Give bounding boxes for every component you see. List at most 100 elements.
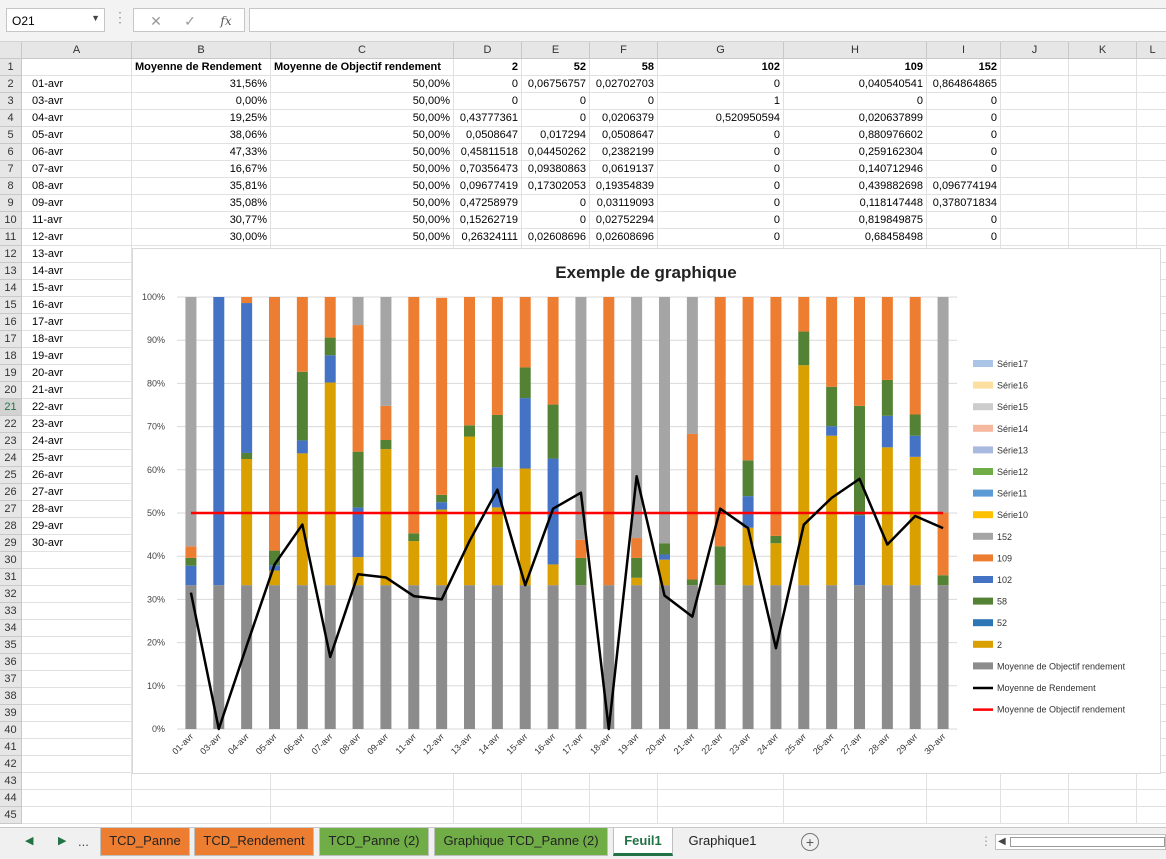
cell[interactable] — [784, 807, 927, 824]
row-header-3[interactable]: 3 — [0, 93, 22, 110]
cell[interactable]: 0,43777361 — [454, 110, 522, 127]
cell[interactable]: 0,0619137 — [590, 161, 658, 178]
row-header-32[interactable]: 32 — [0, 586, 22, 603]
cell[interactable]: 04-avr — [22, 110, 132, 127]
cell[interactable] — [1001, 178, 1069, 195]
column-header-c[interactable]: C — [271, 42, 454, 59]
cell[interactable] — [271, 790, 454, 807]
sheet-tab-tcd-rendement[interactable]: TCD_Rendement — [194, 828, 314, 856]
cell[interactable]: 25-avr — [22, 450, 132, 467]
cell[interactable]: 0,520950594 — [658, 110, 784, 127]
cell[interactable]: 0 — [658, 76, 784, 93]
cell[interactable] — [22, 620, 132, 637]
chevron-down-icon[interactable]: ▼ — [91, 13, 100, 23]
cell[interactable] — [1001, 212, 1069, 229]
cell[interactable] — [658, 773, 784, 790]
row-header-13[interactable]: 13 — [0, 263, 22, 280]
formula-bar-splitter-icon[interactable]: ⋮ — [113, 9, 127, 25]
tab-splitter-icon[interactable]: ⋮ — [980, 834, 992, 848]
cell[interactable]: 0,06756757 — [522, 76, 590, 93]
cell[interactable]: 0 — [927, 93, 1001, 110]
cell[interactable] — [1069, 773, 1137, 790]
cell[interactable] — [1137, 229, 1166, 246]
cell[interactable] — [1069, 161, 1137, 178]
cell[interactable] — [132, 773, 271, 790]
row-header-20[interactable]: 20 — [0, 382, 22, 399]
cell[interactable]: 2 — [454, 59, 522, 76]
cell[interactable]: 19,25% — [132, 110, 271, 127]
cell[interactable]: 0 — [927, 161, 1001, 178]
row-header-41[interactable]: 41 — [0, 739, 22, 756]
row-header-21[interactable]: 21 — [0, 399, 22, 416]
cell[interactable]: 0 — [927, 110, 1001, 127]
cell[interactable]: 0 — [784, 93, 927, 110]
cell[interactable]: 0 — [522, 195, 590, 212]
add-sheet-icon[interactable]: + — [801, 833, 819, 851]
cell[interactable]: 0,439882698 — [784, 178, 927, 195]
cell[interactable] — [1069, 212, 1137, 229]
cell[interactable] — [1069, 195, 1137, 212]
cell[interactable]: 05-avr — [22, 127, 132, 144]
cell[interactable] — [1137, 161, 1166, 178]
cell[interactable] — [658, 790, 784, 807]
row-header-8[interactable]: 8 — [0, 178, 22, 195]
row-header-9[interactable]: 9 — [0, 195, 22, 212]
cell[interactable]: 0,02608696 — [522, 229, 590, 246]
column-header-i[interactable]: I — [927, 42, 1001, 59]
cell[interactable]: 21-avr — [22, 382, 132, 399]
cell[interactable] — [1001, 110, 1069, 127]
column-header-g[interactable]: G — [658, 42, 784, 59]
column-header-f[interactable]: F — [590, 42, 658, 59]
cell[interactable]: 0,020637899 — [784, 110, 927, 127]
cell[interactable] — [22, 654, 132, 671]
cell[interactable] — [1069, 807, 1137, 824]
cell[interactable] — [1137, 790, 1166, 807]
prev-sheet-icon[interactable]: ◀ — [25, 835, 34, 847]
cell[interactable]: 0 — [658, 229, 784, 246]
cell[interactable] — [271, 773, 454, 790]
row-header-40[interactable]: 40 — [0, 722, 22, 739]
cell[interactable] — [1137, 807, 1166, 824]
name-box[interactable]: O21 ▼ — [6, 8, 105, 32]
cell[interactable]: 16-avr — [22, 297, 132, 314]
cell[interactable]: 0,880976602 — [784, 127, 927, 144]
cell[interactable] — [1069, 76, 1137, 93]
cell[interactable] — [1137, 144, 1166, 161]
row-header-29[interactable]: 29 — [0, 535, 22, 552]
cell[interactable]: 50,00% — [271, 229, 454, 246]
cell[interactable] — [22, 790, 132, 807]
cell[interactable]: 22-avr — [22, 399, 132, 416]
cell[interactable]: 07-avr — [22, 161, 132, 178]
cell[interactable]: 06-avr — [22, 144, 132, 161]
cell[interactable]: 0 — [522, 212, 590, 229]
cell[interactable]: 0,26324111 — [454, 229, 522, 246]
cell[interactable] — [927, 790, 1001, 807]
cell[interactable]: 0 — [658, 195, 784, 212]
cell[interactable]: 0 — [658, 178, 784, 195]
cell[interactable]: 50,00% — [271, 93, 454, 110]
cell[interactable]: 0,0508647 — [590, 127, 658, 144]
cell[interactable]: 0,02752294 — [590, 212, 658, 229]
cell[interactable]: 0,17302053 — [522, 178, 590, 195]
cell[interactable] — [1001, 144, 1069, 161]
cell[interactable]: 30-avr — [22, 535, 132, 552]
cell[interactable]: 0,864864865 — [927, 76, 1001, 93]
cell[interactable]: 0 — [658, 212, 784, 229]
cell[interactable]: 31,56% — [132, 76, 271, 93]
row-header-19[interactable]: 19 — [0, 365, 22, 382]
cell[interactable] — [454, 807, 522, 824]
cell[interactable] — [522, 773, 590, 790]
cell[interactable]: 152 — [927, 59, 1001, 76]
cell[interactable] — [1069, 790, 1137, 807]
row-header-30[interactable]: 30 — [0, 552, 22, 569]
cell[interactable]: 0,45811518 — [454, 144, 522, 161]
column-header-b[interactable]: B — [132, 42, 271, 59]
cell[interactable] — [1001, 195, 1069, 212]
column-header-k[interactable]: K — [1069, 42, 1137, 59]
cell[interactable]: 47,33% — [132, 144, 271, 161]
cell[interactable]: 0,259162304 — [784, 144, 927, 161]
cell[interactable]: 12-avr — [22, 229, 132, 246]
horizontal-scrollbar[interactable]: ◀ — [995, 834, 1166, 850]
cell[interactable]: 0 — [590, 93, 658, 110]
cell[interactable]: 50,00% — [271, 212, 454, 229]
